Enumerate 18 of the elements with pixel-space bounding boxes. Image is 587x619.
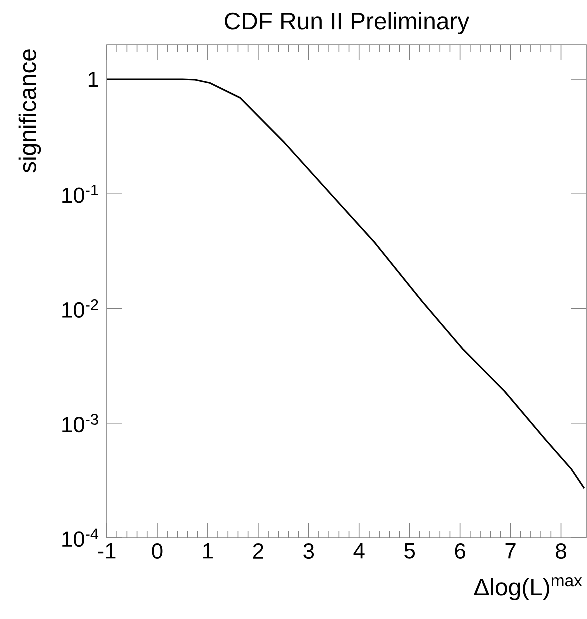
y-tick-label: 10$^{-2}$ — [62, 300, 98, 318]
x-tick-label: -1 — [98, 544, 116, 559]
x-axis-title: Δlog(L)$^{max}$ — [474, 578, 582, 600]
x-tick-label: 6 — [455, 544, 466, 560]
x-tick-label: 5 — [404, 544, 416, 559]
x-tick-label: 2 — [253, 544, 264, 559]
x-tick-label: 4 — [354, 544, 365, 559]
y-axis-title: significance — [18, 50, 42, 173]
x-tick-label: 8 — [556, 544, 566, 560]
y-tick-label: 10$^{-4}$ — [62, 528, 99, 548]
x-tick-label: 1 — [204, 544, 213, 559]
y-tick-label: 1 — [88, 72, 98, 88]
y-tick-label: 10$^{-1}$ — [62, 184, 98, 204]
y-tick-label: 10$^{-3}$ — [62, 414, 98, 433]
x-tick-label: 0 — [152, 544, 163, 560]
x-tick-label: 3 — [304, 544, 314, 560]
chart-title: CDF Run II Preliminary — [225, 12, 470, 35]
x-tick-label: 7 — [506, 544, 516, 559]
